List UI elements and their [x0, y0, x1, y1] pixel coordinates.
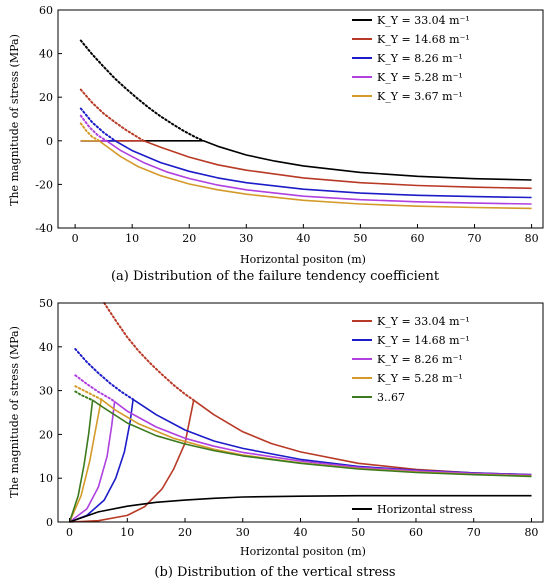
legend-item-horizontal-stress: Horizontal stress — [352, 503, 473, 516]
legend-item: K_Y = 8.26 m⁻¹ — [352, 353, 463, 366]
series-4 — [79, 122, 532, 210]
series-3 — [68, 385, 532, 523]
series-dotted-line — [74, 348, 135, 401]
series-1 — [79, 88, 532, 190]
chart-a-caption: (a) Distribution of the failure tendency… — [111, 269, 440, 284]
series-4 — [68, 390, 532, 523]
series-5 — [69, 494, 532, 523]
series-line — [80, 140, 532, 205]
chart-a-xlabel: Horizontal positon (m) — [240, 253, 366, 266]
legend-item: K_Y = 5.28 m⁻¹ — [352, 372, 463, 385]
chart-b-xlabel: Horizontal positon (m) — [240, 545, 366, 558]
legend-item: K_Y = 33.04 m⁻¹ — [352, 14, 470, 27]
legend-label: Horizontal stress — [377, 503, 473, 516]
chart-a-ylabel: The magnitude of stress (MPa) — [8, 34, 21, 206]
series-line — [69, 494, 532, 523]
series-dotted-line — [74, 390, 94, 402]
y-tick-label: 40 — [39, 48, 53, 61]
series-dotted-line — [79, 114, 108, 142]
x-tick-label: 80 — [525, 232, 539, 245]
legend-label: K_Y = 8.26 m⁻¹ — [377, 52, 463, 65]
x-tick-label: 20 — [182, 232, 196, 245]
x-tick-label: 50 — [353, 232, 367, 245]
legend-label: K_Y = 8.26 m⁻¹ — [377, 353, 463, 366]
x-tick-label: 30 — [239, 232, 253, 245]
series-line — [80, 140, 532, 190]
legend-label: K_Y = 5.28 m⁻¹ — [377, 372, 463, 385]
x-tick-label: 70 — [468, 232, 482, 245]
legend-item: K_Y = 14.68 m⁻¹ — [352, 334, 470, 347]
chart-b: 0 10 20 30 40 50 60 70 80 0 10 20 30 40 50 K_Y = 33.04… — [8, 297, 544, 580]
chart-a-frame — [57, 9, 544, 229]
legend-label: 3..67 — [377, 391, 405, 404]
chart-b-ylabel: The magnitude of stress (MPa) — [8, 326, 21, 498]
legend-item: 3..67 — [352, 391, 405, 404]
legend-label: K_Y = 33.04 m⁻¹ — [377, 14, 470, 27]
y-tick-label: -40 — [35, 222, 53, 235]
legend-item: K_Y = 14.68 m⁻¹ — [352, 33, 470, 46]
x-tick-label: 30 — [236, 526, 250, 539]
y-tick-label: 0 — [46, 135, 53, 148]
series-dotted-line — [79, 122, 101, 142]
y-tick-label: -20 — [35, 178, 53, 191]
series-line — [69, 400, 532, 523]
y-tick-label: 40 — [39, 341, 53, 354]
y-tick-label: 50 — [39, 297, 53, 310]
y-tick-label: 10 — [39, 472, 53, 485]
series-dotted-line — [79, 107, 117, 142]
x-tick-label: 40 — [294, 526, 308, 539]
legend-label: K_Y = 3.67 m⁻¹ — [377, 90, 463, 103]
x-tick-label: 60 — [410, 232, 424, 245]
x-tick-label: 0 — [72, 232, 79, 245]
series-line — [80, 140, 532, 199]
legend-label: K_Y = 5.28 m⁻¹ — [377, 71, 463, 84]
series-0 — [79, 39, 532, 181]
series-line — [80, 140, 532, 210]
x-tick-label: 80 — [524, 526, 538, 539]
legend-label: K_Y = 33.04 m⁻¹ — [377, 315, 470, 328]
x-tick-label: 20 — [178, 526, 192, 539]
series-3 — [79, 114, 532, 205]
series-line — [80, 140, 532, 181]
series-dotted-line — [79, 39, 205, 142]
y-tick-label: 20 — [39, 91, 53, 104]
legend-label: K_Y = 14.68 m⁻¹ — [377, 33, 470, 46]
y-tick-label: 20 — [39, 428, 53, 441]
x-tick-label: 40 — [296, 232, 310, 245]
y-tick-label: 30 — [39, 385, 53, 398]
series-2 — [69, 374, 532, 523]
chart-b-caption: (b) Distribution of the vertical stress — [154, 565, 395, 580]
series-line — [69, 399, 532, 523]
series-dotted-line — [74, 374, 116, 403]
x-tick-label: 60 — [409, 526, 423, 539]
series-dotted-line — [103, 302, 195, 402]
x-tick-label: 10 — [120, 526, 134, 539]
series-0 — [69, 302, 532, 523]
x-tick-label: 10 — [125, 232, 139, 245]
series-line — [68, 399, 532, 523]
x-tick-label: 0 — [66, 526, 73, 539]
legend-item: K_Y = 5.28 m⁻¹ — [352, 71, 463, 84]
x-tick-label: 50 — [351, 526, 365, 539]
series-dotted-line — [79, 88, 145, 142]
legend-label: K_Y = 14.68 m⁻¹ — [377, 334, 470, 347]
series-2 — [79, 107, 532, 199]
chart-a: 0 10 20 30 40 50 60 70 80 -40 -20 0 20 40 60 K_Y = 33.… — [8, 4, 544, 284]
y-tick-label: 0 — [46, 516, 53, 529]
series-dotted-line — [74, 385, 103, 401]
legend-item: K_Y = 3.67 m⁻¹ — [352, 90, 463, 103]
y-tick-label: 60 — [39, 4, 53, 17]
x-tick-label: 70 — [467, 526, 481, 539]
legend-item: K_Y = 33.04 m⁻¹ — [352, 315, 470, 328]
legend-item: K_Y = 8.26 m⁻¹ — [352, 52, 463, 65]
